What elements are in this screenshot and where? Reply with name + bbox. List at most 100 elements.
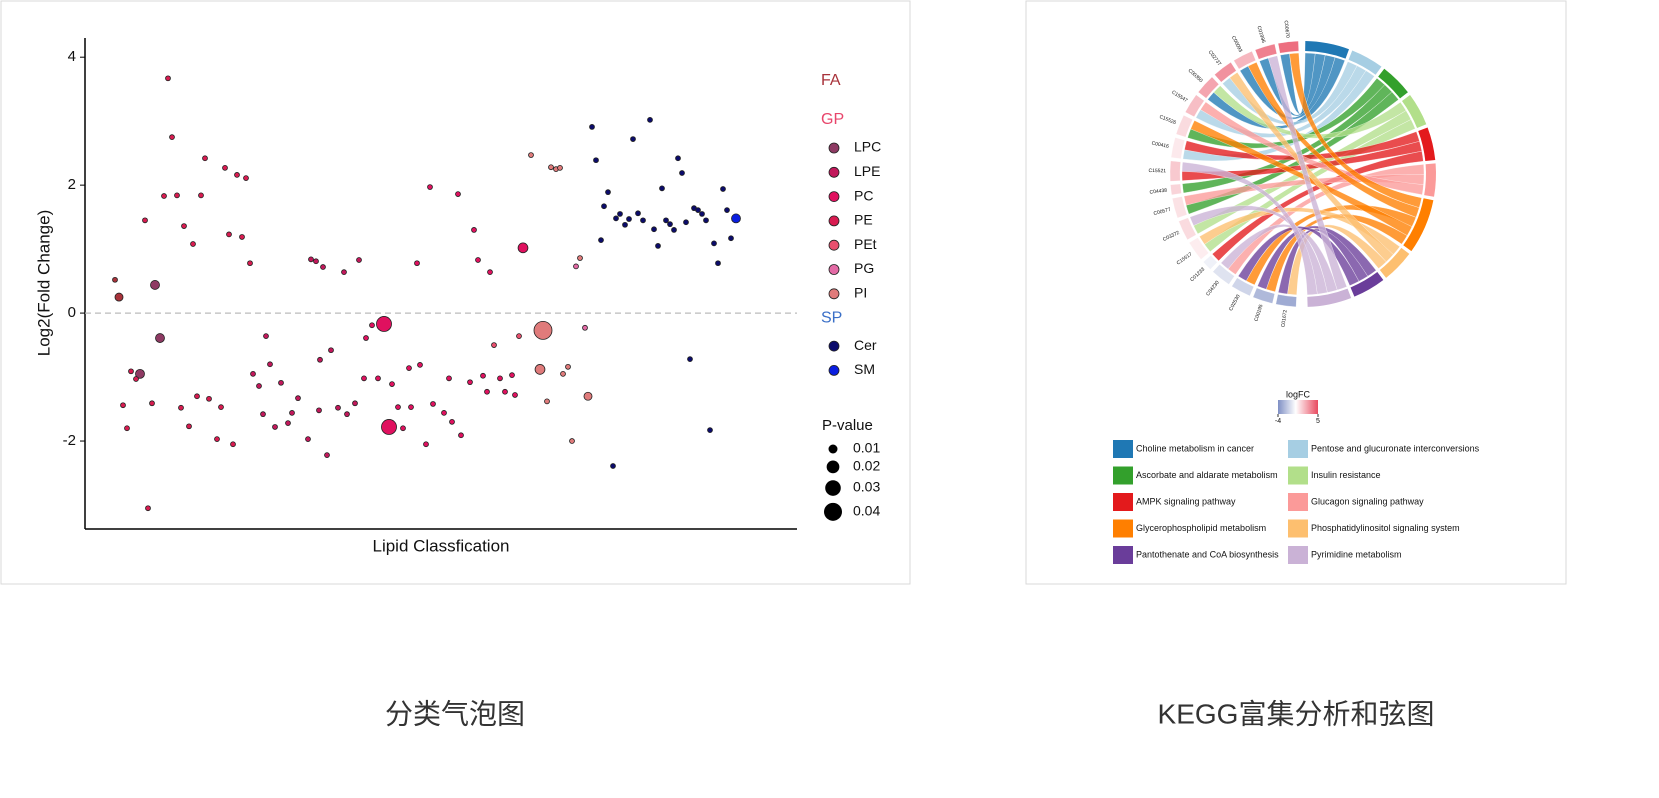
- compound-arc: [1277, 40, 1299, 54]
- point: [389, 381, 395, 387]
- point: [458, 432, 464, 439]
- size-legend-label: 0.01: [853, 440, 880, 456]
- legend-group: GP: [821, 111, 844, 128]
- point: [610, 463, 616, 469]
- legend-swatch: [1288, 519, 1308, 538]
- point: [622, 221, 628, 228]
- size-legend-swatch: [826, 460, 840, 474]
- point: [218, 404, 224, 410]
- point: [256, 383, 262, 389]
- legend-swatch: [828, 239, 840, 251]
- chord: [1247, 62, 1420, 218]
- point: [565, 363, 571, 370]
- point: [308, 256, 314, 263]
- point: [605, 189, 611, 196]
- legend-label: PI: [854, 285, 867, 301]
- legend-swatch: [828, 215, 840, 227]
- point: [687, 356, 693, 363]
- point: [617, 211, 623, 217]
- legend-label: PEt: [854, 236, 877, 252]
- point: [114, 292, 124, 302]
- point: [449, 418, 455, 425]
- point: [651, 226, 657, 233]
- point: [198, 192, 204, 199]
- legend-label: Ascorbate and aldarate metabolism: [1136, 470, 1278, 480]
- legend-label: Pantothenate and CoA biosynthesis: [1136, 549, 1279, 559]
- point: [313, 258, 319, 265]
- size-legend-swatch: [828, 444, 838, 454]
- point: [361, 375, 367, 382]
- point: [194, 393, 200, 400]
- y-tick-label: 4: [68, 48, 76, 65]
- pathway-arc: [1348, 50, 1382, 75]
- point: [731, 213, 741, 224]
- point: [320, 264, 326, 270]
- chord: [1213, 85, 1407, 139]
- pathway-arc: [1350, 272, 1384, 297]
- point: [260, 411, 266, 418]
- point: [667, 221, 673, 228]
- compound-label: C00670: [1282, 20, 1290, 38]
- legend-label: Cer: [854, 337, 877, 353]
- point: [544, 398, 550, 405]
- chord: [1229, 72, 1394, 263]
- point: [278, 379, 284, 386]
- point: [234, 172, 240, 178]
- legend-label: Pentose and glucuronate interconversions: [1311, 443, 1480, 453]
- compound-arc: [1214, 62, 1237, 83]
- point: [711, 240, 717, 247]
- x-axis-label: Lipid Classfication: [372, 536, 509, 555]
- chords: [1181, 52, 1425, 296]
- point: [679, 170, 685, 176]
- point: [222, 165, 228, 171]
- point: [695, 207, 701, 213]
- compound-label: C15521: [1148, 168, 1166, 174]
- legend-swatch: [1113, 493, 1133, 511]
- point: [517, 242, 529, 254]
- point: [381, 419, 397, 435]
- legend-label: PC: [854, 187, 873, 203]
- point: [341, 269, 347, 276]
- point: [491, 342, 497, 348]
- point: [178, 404, 184, 411]
- point: [557, 165, 563, 171]
- point: [206, 395, 212, 402]
- point: [573, 263, 579, 270]
- point: [406, 365, 412, 371]
- point: [267, 361, 273, 368]
- y-tick-label: 0: [68, 304, 76, 321]
- point: [728, 235, 734, 242]
- point: [250, 370, 256, 377]
- point: [181, 223, 187, 229]
- compound-arc: [1188, 237, 1209, 260]
- point: [414, 260, 420, 267]
- point: [455, 191, 461, 197]
- point: [475, 257, 481, 263]
- point: [528, 152, 534, 158]
- legend-label: Insulin resistance: [1311, 470, 1381, 480]
- point: [577, 255, 583, 261]
- size-legend-label: 0.03: [853, 479, 880, 495]
- left-panel: [0, 0, 911, 585]
- chord: [1200, 101, 1424, 195]
- point: [408, 404, 414, 410]
- legend-swatch: [828, 288, 840, 300]
- legend-label: Choline metabolism in cancer: [1136, 443, 1254, 453]
- legend-swatch: [828, 264, 840, 275]
- point: [647, 117, 653, 123]
- point: [226, 231, 232, 238]
- point: [593, 157, 599, 164]
- pathway-arc: [1403, 198, 1434, 252]
- compound-arc: [1175, 115, 1193, 138]
- point: [165, 75, 171, 82]
- point: [133, 376, 139, 382]
- point: [703, 217, 709, 224]
- point: [230, 441, 236, 448]
- point: [480, 372, 486, 379]
- legend-label: Pyrimidine metabolism: [1311, 549, 1402, 559]
- legend-label: PG: [854, 260, 874, 276]
- point: [582, 324, 588, 331]
- point: [598, 237, 604, 244]
- point: [324, 452, 330, 458]
